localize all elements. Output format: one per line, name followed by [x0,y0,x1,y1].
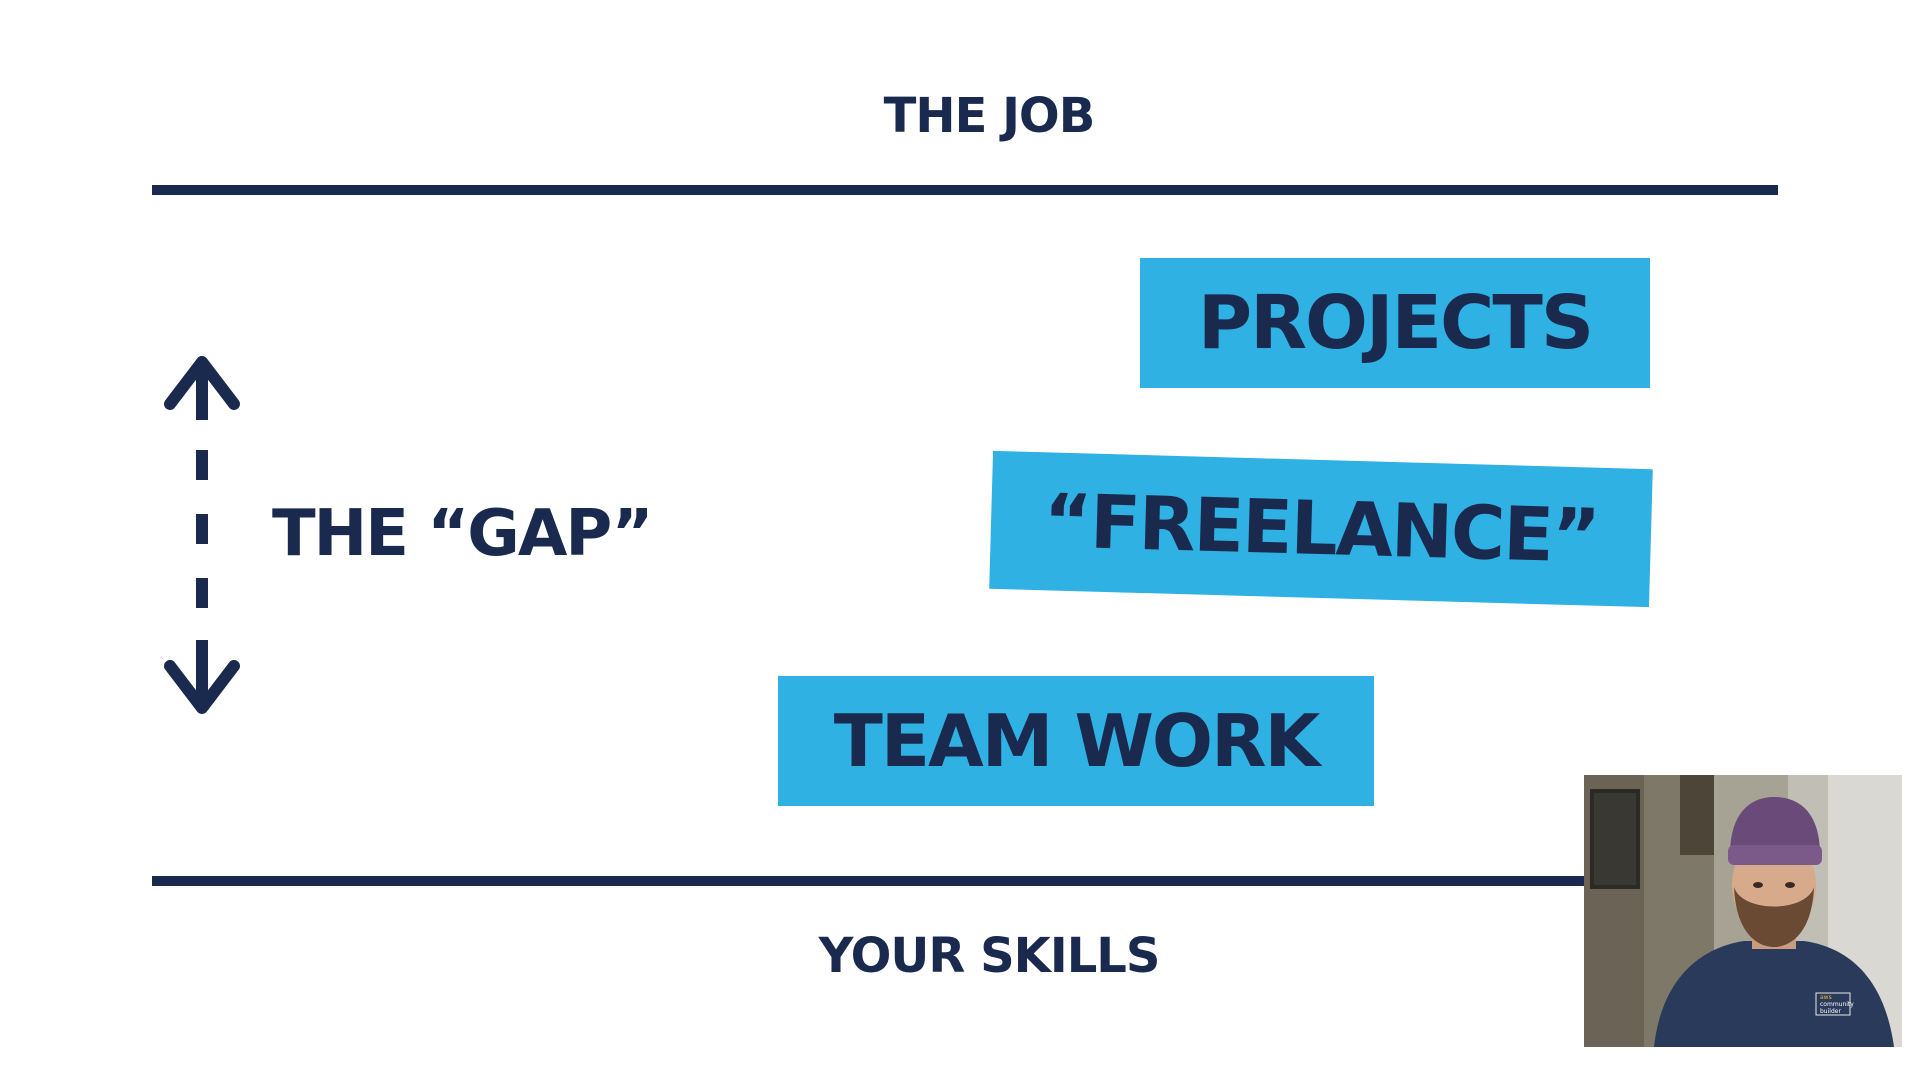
shirt-logo-line-1: aws [1820,994,1832,1001]
down-arrow-icon [164,640,240,714]
shirt-logo-line-2: community [1820,1001,1854,1008]
tag-projects: PROJECTS [1140,258,1650,388]
presenter-video-frame: aws community builder [1584,775,1902,1047]
gap-arrow [164,356,240,714]
bottom-heading-your-skills: YOUR SKILLS [818,928,1161,984]
webcam-overlay: aws community builder [1584,775,1902,1047]
bottom-divider [152,876,1584,886]
shirt-logo-line-3: builder [1820,1008,1841,1015]
top-heading-the-job: THE JOB [883,88,1096,144]
dashed-line [196,450,208,608]
tag-freelance-label: “FREELANCE” [1042,478,1600,580]
tag-freelance: “FREELANCE” [989,450,1653,608]
tag-team-work-label: TEAM WORK [833,699,1321,783]
gap-label: THE “GAP” [272,497,653,571]
top-divider [152,185,1778,195]
tag-team-work: TEAM WORK [778,676,1374,806]
up-arrow-icon [164,356,240,420]
tag-projects-label: PROJECTS [1197,280,1594,366]
